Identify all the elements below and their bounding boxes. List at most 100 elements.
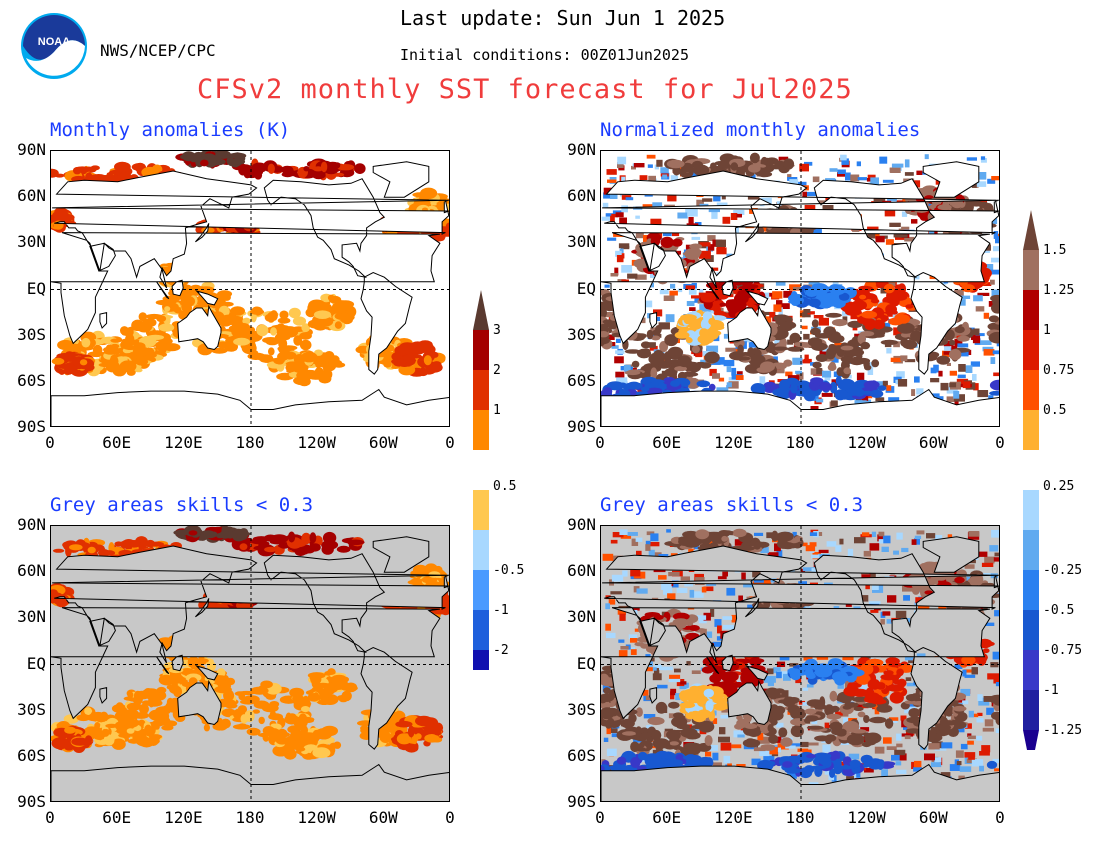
- anomaly-cell: [785, 371, 793, 377]
- anomaly-cell: [702, 198, 713, 202]
- anomaly-blob: [790, 382, 798, 394]
- anomaly-blob: [221, 708, 236, 718]
- anomaly-cell: [758, 736, 770, 744]
- anomaly-blob: [301, 323, 310, 333]
- anomaly-blob: [219, 301, 234, 307]
- anomaly-blob: [436, 201, 446, 211]
- anomaly-cell: [668, 713, 677, 719]
- anomaly-blob: [601, 338, 605, 347]
- anomaly-blob: [158, 323, 175, 332]
- anomaly-blob: [203, 724, 210, 732]
- anomaly-blob: [320, 161, 328, 173]
- anomaly-cell: [966, 157, 977, 161]
- anomaly-blob: [54, 208, 61, 219]
- anomaly-cell: [718, 377, 725, 382]
- anomaly-cell: [982, 573, 992, 577]
- anomaly-cell: [802, 542, 808, 547]
- anomaly-cell: [883, 737, 892, 744]
- anomaly-cell: [615, 212, 624, 218]
- anomaly-blob: [838, 292, 850, 301]
- anomaly-blob: [902, 339, 917, 349]
- anomaly-blob: [991, 302, 999, 313]
- anomaly-blob: [288, 752, 297, 757]
- anomaly-blob: [253, 545, 266, 551]
- anomaly-blob: [646, 387, 663, 394]
- map-canvas: [601, 151, 999, 426]
- anomaly-cell: [914, 538, 920, 545]
- anomaly-blob: [819, 382, 832, 392]
- anomaly-blob: [685, 337, 693, 344]
- anomaly-cell: [893, 341, 900, 348]
- anomaly-cell: [785, 745, 796, 749]
- anomaly-blob: [277, 317, 291, 324]
- anomaly-blob: [704, 351, 720, 364]
- anomaly-blob: [859, 331, 875, 337]
- anomaly-cell: [764, 316, 772, 324]
- anomaly-blob: [989, 390, 999, 396]
- anomaly-cell: [659, 289, 669, 295]
- anomaly-cell: [813, 315, 824, 319]
- anomaly-cell: [653, 309, 663, 317]
- anomaly-blob: [606, 381, 624, 391]
- anomaly-cell: [772, 291, 783, 299]
- anomaly-cell: [991, 176, 999, 181]
- anomaly-cell: [891, 163, 904, 168]
- anomaly-blob: [334, 321, 342, 329]
- anomaly-blob: [652, 329, 661, 337]
- anomaly-blob: [76, 714, 91, 722]
- anomaly-blob: [681, 371, 699, 377]
- anomaly-cell: [769, 312, 775, 318]
- anomaly-blob: [696, 380, 711, 388]
- anomaly-cell: [904, 236, 915, 242]
- anomaly-cell: [884, 210, 896, 217]
- anomaly-blob: [284, 168, 294, 174]
- anomaly-cell: [603, 187, 613, 195]
- anomaly-blob: [424, 723, 440, 734]
- anomaly-blob: [730, 162, 739, 171]
- anomaly-cell: [708, 206, 720, 213]
- anomaly-blob: [772, 346, 789, 351]
- anomaly-blob: [212, 722, 227, 731]
- anomaly-cell: [974, 181, 987, 187]
- anomaly-blob: [764, 384, 782, 389]
- anomaly-blob: [863, 380, 880, 389]
- anomaly-cell: [633, 163, 645, 168]
- anomaly-cell: [863, 550, 871, 557]
- anomaly-cell: [646, 154, 656, 159]
- anomaly-blob: [748, 164, 761, 173]
- anomaly-cell: [879, 156, 888, 164]
- anomaly-cell: [817, 200, 828, 204]
- panel-title-anomalies: Monthly anomalies (K): [50, 119, 291, 141]
- anomaly-cell: [606, 727, 611, 735]
- page-title: CFSv2 monthly SST forecast for Jul2025: [197, 74, 853, 105]
- anomaly-blob: [179, 292, 189, 299]
- anomaly-cell: [961, 295, 971, 299]
- anomaly-blob: [214, 685, 232, 694]
- anomaly-cell: [977, 712, 983, 716]
- anomaly-blob: [58, 731, 67, 740]
- anomaly-blob: [433, 730, 442, 736]
- anomaly-cell: [981, 745, 991, 753]
- anomaly-cell: [694, 296, 702, 303]
- anomaly-cell: [615, 250, 622, 257]
- anomaly-cell: [991, 289, 999, 298]
- map-skill-normalized: [600, 525, 1000, 802]
- anomaly-cell: [850, 174, 860, 182]
- anomaly-blob: [122, 721, 134, 726]
- anomaly-cell: [891, 754, 900, 761]
- anomaly-blob: [81, 337, 91, 348]
- anomaly-cell: [898, 753, 907, 761]
- anomaly-blob: [87, 546, 96, 554]
- anomaly-cell: [730, 213, 738, 220]
- anomaly-blob: [861, 310, 878, 319]
- anomaly-cell: [897, 379, 908, 387]
- anomaly-cell: [692, 591, 704, 598]
- anomaly-cell: [835, 545, 842, 552]
- anomaly-cell: [987, 178, 996, 184]
- anomaly-blob: [51, 737, 69, 750]
- anomaly-blob: [127, 341, 136, 346]
- anomaly-blob: [256, 324, 269, 337]
- anomaly-blob: [891, 292, 899, 301]
- anomaly-blob: [105, 723, 118, 728]
- anomaly-blob: [954, 326, 965, 334]
